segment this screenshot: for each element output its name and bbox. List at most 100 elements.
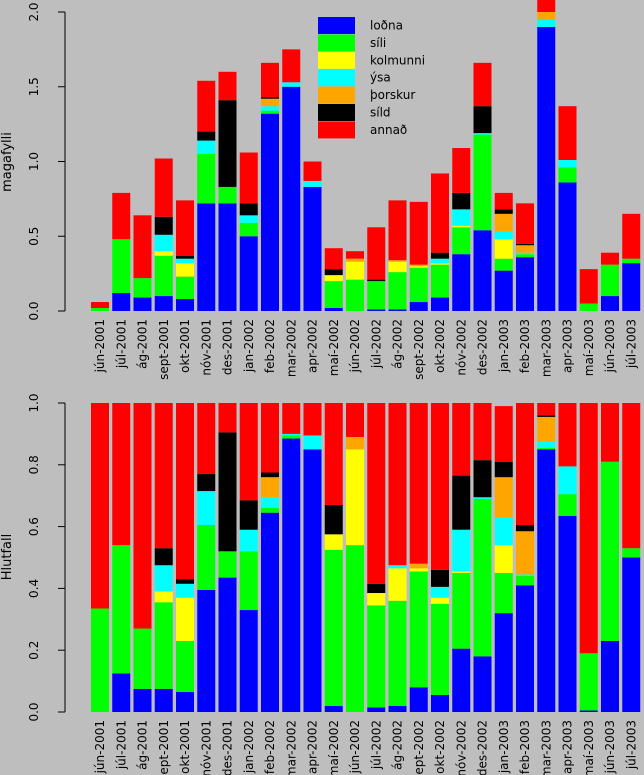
bar-2-17-7: [431, 403, 449, 570]
bar-1-14-6: [367, 279, 386, 282]
x-tick-label-1-20: jan-2003: [497, 319, 511, 373]
bar-1-8-6: [239, 203, 258, 216]
bar-1-17-7: [431, 173, 449, 253]
bar-1-26-1: [622, 263, 641, 311]
bar-1-18-1: [452, 254, 471, 311]
bar-1-6-7: [197, 80, 216, 132]
bar-2-21-4: [516, 574, 534, 577]
bar-2-18-2: [452, 572, 471, 649]
x-tick-label-2-15: ág-2002: [391, 720, 405, 770]
y-tick-label-2-4: 0.6: [27, 517, 41, 536]
bar-1-22-7: [537, 0, 556, 12]
bar-1-24-7: [579, 269, 598, 304]
bar-1-16-5: [409, 264, 428, 267]
bar-1-8-2: [239, 222, 258, 237]
bar-2-7-6: [218, 432, 237, 552]
bar-2-18-1: [452, 648, 471, 712]
bar-2-10-2: [282, 435, 301, 439]
legend-label-6: síld: [370, 106, 391, 120]
x-tick-label-2-9: feb-2002: [263, 720, 277, 774]
bar-2-9-5: [261, 477, 279, 498]
x-tick-label-2-7: des-2001: [221, 720, 235, 775]
bar-1-4-3: [154, 251, 173, 256]
bar-1-12-7: [324, 248, 343, 270]
bar-1-19-1: [473, 230, 492, 311]
bar-2-15-2: [388, 600, 407, 706]
bar-1-5-2: [176, 276, 194, 300]
bar-2-2-1: [112, 673, 131, 712]
y-tick-label-1-2: 0.5: [27, 227, 41, 246]
y-tick-label-2-3: 0.4: [27, 579, 41, 598]
bar-2-4-6: [154, 548, 173, 566]
y-tick-label-1-5: 2.0: [27, 2, 41, 21]
legend-swatch-6: [318, 104, 355, 121]
bar-1-10-4: [282, 82, 301, 87]
bar-1-18-4: [452, 209, 471, 226]
bar-1-15-5: [388, 260, 407, 262]
bar-1-1-7: [91, 302, 109, 309]
x-tick-label-2-13: jún-2002: [348, 720, 362, 774]
bar-2-15-3: [388, 568, 407, 601]
bar-2-25-2: [601, 461, 619, 641]
x-tick-label-2-22: mar-2003: [539, 720, 553, 775]
y-tick-label-2-5: 0.8: [27, 455, 41, 474]
bar-2-7-2: [218, 551, 237, 578]
bar-2-6-2: [197, 525, 216, 590]
bar-1-14-1: [367, 309, 386, 311]
bar-1-21-7: [516, 203, 534, 244]
bar-2-2-2: [112, 545, 131, 674]
bar-1-13-2: [346, 279, 364, 311]
bar-2-17-1: [431, 695, 449, 712]
y-axis-label-2: Hlutfall: [0, 534, 15, 581]
x-tick-label-2-26: júl-2003: [624, 720, 638, 770]
bar-1-11-1: [303, 186, 322, 311]
x-tick-label-1-16: sept-2002: [412, 319, 426, 380]
bar-1-11-4: [303, 180, 322, 187]
bar-1-8-1: [239, 236, 258, 311]
bar-2-17-4: [431, 586, 449, 598]
bar-2-8-7: [239, 403, 258, 501]
bar-2-5-2: [176, 640, 194, 692]
bar-1-21-6: [516, 243, 534, 246]
x-tick-label-1-1: jún-2001: [93, 319, 107, 373]
bar-2-21-2: [516, 576, 534, 586]
legend-swatch-5: [318, 86, 355, 104]
bar-2-12-2: [324, 549, 343, 706]
bar-2-15-4: [388, 565, 407, 569]
bar-1-25-1: [601, 296, 619, 311]
bar-1-13-3: [346, 261, 364, 280]
bar-2-5-6: [176, 579, 194, 584]
bar-2-23-2: [558, 494, 577, 516]
bar-1-6-4: [197, 140, 216, 155]
bar-2-7-7: [218, 403, 237, 433]
bar-2-17-6: [431, 569, 449, 587]
bar-2-16-2: [409, 571, 428, 688]
x-tick-label-1-2: júl-2001: [114, 319, 128, 369]
bar-1-15-3: [388, 261, 407, 273]
bar-2-21-7: [516, 403, 534, 526]
x-tick-label-1-15: ág-2002: [391, 319, 405, 369]
bar-2-19-4: [473, 497, 492, 499]
x-tick-label-1-8: jan-2002: [242, 319, 256, 373]
bar-1-8-4: [239, 215, 258, 223]
bar-2-13-5: [346, 436, 364, 450]
bar-1-17-3: [431, 263, 449, 265]
bar-2-17-2: [431, 603, 449, 696]
bar-2-14-3: [367, 593, 386, 606]
bar-2-19-7: [473, 403, 492, 461]
bar-1-11-7: [303, 161, 322, 181]
bar-1-15-7: [388, 200, 407, 261]
bar-1-2-2: [112, 239, 131, 294]
bar-2-2-7: [112, 403, 131, 546]
bar-2-16-3: [409, 568, 428, 572]
bar-2-24-7: [579, 403, 598, 654]
bar-2-8-4: [239, 529, 258, 552]
x-tick-label-2-19: des-2002: [476, 720, 490, 775]
bar-1-9-1: [261, 113, 279, 311]
bar-2-6-1: [197, 589, 216, 712]
bar-2-5-1: [176, 691, 194, 712]
bar-1-9-4: [261, 106, 279, 111]
bar-2-11-4: [303, 435, 322, 450]
x-tick-label-1-12: maí-2002: [327, 319, 341, 376]
bar-1-23-7: [558, 106, 577, 161]
